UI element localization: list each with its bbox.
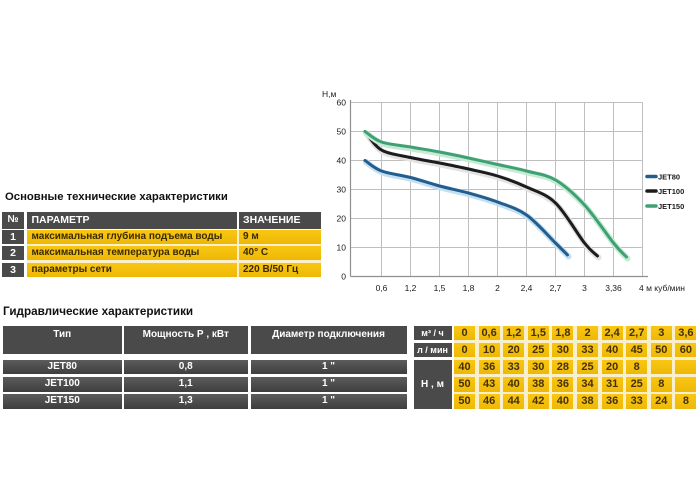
svg-text:Н,м: Н,м [322, 89, 337, 99]
svg-text:2,4: 2,4 [521, 283, 533, 293]
svg-text:JET150: JET150 [658, 202, 684, 211]
svg-text:3,36: 3,36 [605, 283, 622, 293]
svg-text:1,2: 1,2 [405, 283, 417, 293]
svg-text:20: 20 [337, 214, 347, 224]
svg-text:1,8: 1,8 [463, 283, 475, 293]
svg-text:60: 60 [337, 98, 347, 108]
svg-text:4 м куб/мин: 4 м куб/мин [639, 283, 685, 293]
svg-text:30: 30 [337, 185, 347, 195]
svg-text:JET80: JET80 [658, 173, 680, 182]
svg-text:10: 10 [337, 243, 347, 253]
svg-text:50: 50 [337, 127, 347, 137]
svg-text:0,6: 0,6 [376, 283, 388, 293]
svg-text:0: 0 [341, 272, 346, 282]
svg-text:3: 3 [582, 283, 587, 293]
svg-text:2: 2 [495, 283, 500, 293]
svg-text:JET100: JET100 [658, 187, 684, 196]
svg-text:40: 40 [337, 156, 347, 166]
svg-text:1,5: 1,5 [434, 283, 446, 293]
svg-text:2,7: 2,7 [550, 283, 562, 293]
